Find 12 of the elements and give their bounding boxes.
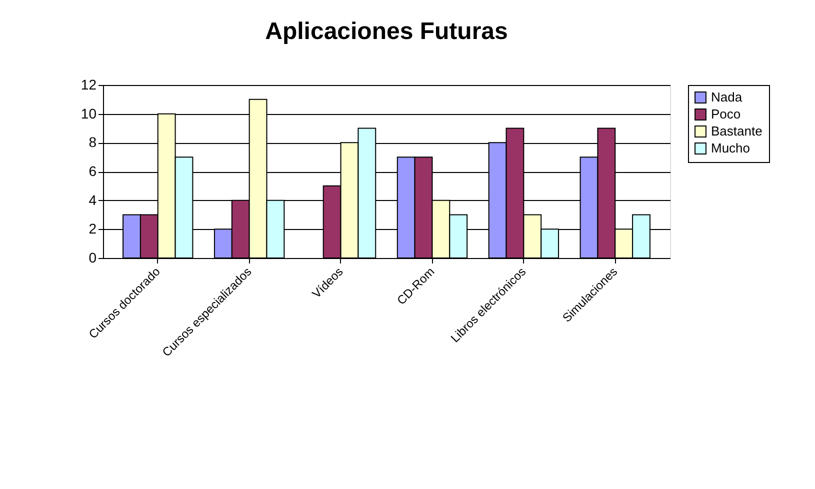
y-tick-label: 10 bbox=[80, 105, 97, 122]
y-tick-label: 0 bbox=[88, 250, 97, 266]
y-tick-label: 12 bbox=[80, 76, 97, 92]
y-tick-label: 8 bbox=[88, 134, 97, 150]
legend-label: Bastante bbox=[711, 124, 762, 138]
y-tick-label: 6 bbox=[88, 163, 97, 179]
chart-title: Aplicaciones Futuras bbox=[265, 18, 508, 45]
legend-label: Nada bbox=[711, 90, 743, 104]
y-tick-label: 4 bbox=[88, 192, 97, 208]
legend-label: Mucho bbox=[711, 140, 750, 156]
y-tick-label: 2 bbox=[88, 220, 97, 237]
legend-label: Poco bbox=[711, 106, 741, 122]
